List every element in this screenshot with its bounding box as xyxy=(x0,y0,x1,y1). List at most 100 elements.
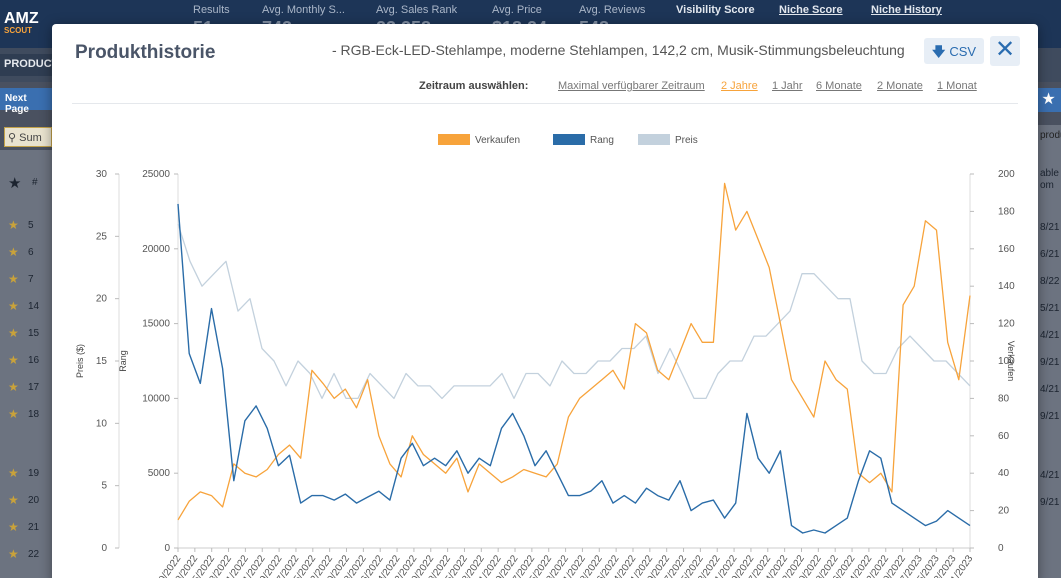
row-number: 7 xyxy=(28,274,34,285)
rank-tick-label: 10000 xyxy=(142,393,170,404)
star-icon[interactable]: ★ xyxy=(8,493,19,507)
divider xyxy=(72,103,1018,104)
star-icon[interactable]: ★ xyxy=(8,299,19,313)
rank-tick-label: 0 xyxy=(164,543,170,554)
sales-tick-label: 200 xyxy=(998,169,1015,180)
star-icon[interactable]: ★ xyxy=(8,218,19,232)
table-cell: 9/21 xyxy=(1040,411,1060,422)
csv-download-button[interactable]: 🡇 CSV xyxy=(924,38,984,64)
row-number: 16 xyxy=(28,355,40,366)
star-icon[interactable]: ★ xyxy=(8,272,19,286)
sales-tick-label: 60 xyxy=(998,431,1010,442)
table-cell: 4/21 xyxy=(1040,330,1060,341)
price-tick-label: 0 xyxy=(101,543,107,554)
row-number: 14 xyxy=(28,301,40,312)
rank-tick-label: 5000 xyxy=(148,468,171,479)
range-option-1-month[interactable]: 1 Monat xyxy=(937,80,977,92)
sales-tick-label: 80 xyxy=(998,393,1010,404)
legend-label: Verkaufen xyxy=(475,135,520,146)
sales-tick-label: 180 xyxy=(998,206,1015,217)
star-icon[interactable]: ★ xyxy=(8,547,19,561)
star-icon[interactable]: ★ xyxy=(8,380,19,394)
rank-axis-title: Rang xyxy=(118,350,128,372)
sales-tick-label: 100 xyxy=(998,356,1015,367)
legend-item-preis[interactable]: Preis xyxy=(638,134,698,146)
table-row[interactable]: ★ 15 xyxy=(0,320,52,346)
table-cell: 4/21 xyxy=(1040,470,1060,481)
table-row[interactable]: ★ 20 xyxy=(0,487,52,513)
niche-history-link[interactable]: Niche History xyxy=(871,4,942,16)
row-number: 15 xyxy=(28,328,40,339)
stat-visibility-score: Visibility Score xyxy=(676,4,755,16)
table-row[interactable]: ★ 21 xyxy=(0,514,52,540)
sales-tick-label: 120 xyxy=(998,319,1015,330)
row-number: 6 xyxy=(28,247,34,258)
range-option-1-year[interactable]: 1 Jahr xyxy=(772,80,803,92)
table-cell: 6/21 xyxy=(1040,249,1060,260)
table-row[interactable]: ★ 16 xyxy=(0,347,52,373)
row-number: 18 xyxy=(28,409,40,420)
table-cell: 5/21 xyxy=(1040,303,1060,314)
right-header: produ xyxy=(1040,130,1061,141)
range-option-2-months[interactable]: 2 Monate xyxy=(877,80,923,92)
modal-title: Produkthistorie xyxy=(75,42,216,63)
niche-score-link[interactable]: Niche Score xyxy=(779,4,843,16)
legend-swatch xyxy=(638,134,670,145)
star-icon[interactable]: ★ xyxy=(8,326,19,340)
product-name: - RGB-Eck-LED-Stehlampe, moderne Stehlam… xyxy=(332,42,905,58)
price-tick-label: 20 xyxy=(96,294,108,305)
rank-tick-label: 20000 xyxy=(142,244,170,255)
sales-tick-label: 20 xyxy=(998,506,1010,517)
product-history-chart: Verkaufen Rang Preis 0 5 10 15 20 25 30 0 5000 10000… xyxy=(75,134,1016,578)
table-row[interactable]: ★ 5 xyxy=(0,212,52,238)
legend-swatch xyxy=(553,134,585,145)
star-icon[interactable]: ★ xyxy=(8,245,19,259)
price-tick-label: 5 xyxy=(101,481,107,492)
table-cell: able xyxy=(1040,168,1059,179)
price-tick-label: 30 xyxy=(96,169,108,180)
table-row[interactable]: ★ 6 xyxy=(0,239,52,265)
sales-axis-title: Verkaufen xyxy=(1006,341,1016,382)
product-button[interactable]: PRODUCT xyxy=(0,54,63,76)
legend-item-verkaufen[interactable]: Verkaufen xyxy=(438,134,520,146)
row-number: 22 xyxy=(28,549,40,560)
range-label: Zeitraum auswählen: xyxy=(419,80,529,92)
close-button[interactable]: ✕ xyxy=(990,36,1020,66)
logo-text: AMZ xyxy=(4,10,39,27)
table-row[interactable]: ★ 17 xyxy=(0,374,52,400)
price-tick-label: 15 xyxy=(96,356,108,367)
sales-tick-label: 40 xyxy=(998,468,1010,479)
range-option-max[interactable]: Maximal verfügbarer Zeitraum xyxy=(558,80,705,92)
table-row[interactable]: ★ 14 xyxy=(0,293,52,319)
table-row[interactable]: ★ 19 xyxy=(0,460,52,486)
number-column-header: # xyxy=(32,177,38,188)
star-icon[interactable]: ★ xyxy=(8,466,19,480)
sum-search-button[interactable]: ⚲ Sum xyxy=(4,127,52,147)
star-icon[interactable]: ★ xyxy=(8,520,19,534)
star-icon[interactable]: ★ xyxy=(8,407,19,421)
time-range-selector: Zeitraum auswählen: Maximal verfügbarer … xyxy=(52,79,1038,101)
right-table-column xyxy=(1038,125,1061,578)
product-history-modal: Produkthistorie - RGB-Eck-LED-Stehlampe,… xyxy=(52,24,1038,578)
star-icon[interactable]: ★ xyxy=(8,353,19,367)
favorite-star-icon[interactable]: ★ xyxy=(1036,88,1061,112)
range-option-2-years[interactable]: 2 Jahre xyxy=(721,80,758,92)
legend-label: Rang xyxy=(590,135,614,146)
csv-label: CSV xyxy=(949,44,977,59)
products-table: ★ # xyxy=(0,150,52,578)
row-number: 5 xyxy=(28,220,34,231)
legend-item-rang[interactable]: Rang xyxy=(553,134,614,146)
series-line-preis xyxy=(177,223,971,400)
range-option-6-months[interactable]: 6 Monate xyxy=(816,80,862,92)
row-number: 17 xyxy=(28,382,40,393)
sales-tick-label: 140 xyxy=(998,281,1015,292)
table-row[interactable]: ★ 18 xyxy=(0,401,52,427)
table-row[interactable]: ★ 22 xyxy=(0,541,52,567)
row-number: 21 xyxy=(28,522,40,533)
series-line-rang xyxy=(177,203,971,534)
table-cell: 4/21 xyxy=(1040,384,1060,395)
next-page-button[interactable]: Next Page xyxy=(0,88,56,115)
search-icon: ⚲ xyxy=(8,132,20,144)
table-cell: 8/22 xyxy=(1040,276,1060,287)
table-row[interactable]: ★ 7 xyxy=(0,266,52,292)
